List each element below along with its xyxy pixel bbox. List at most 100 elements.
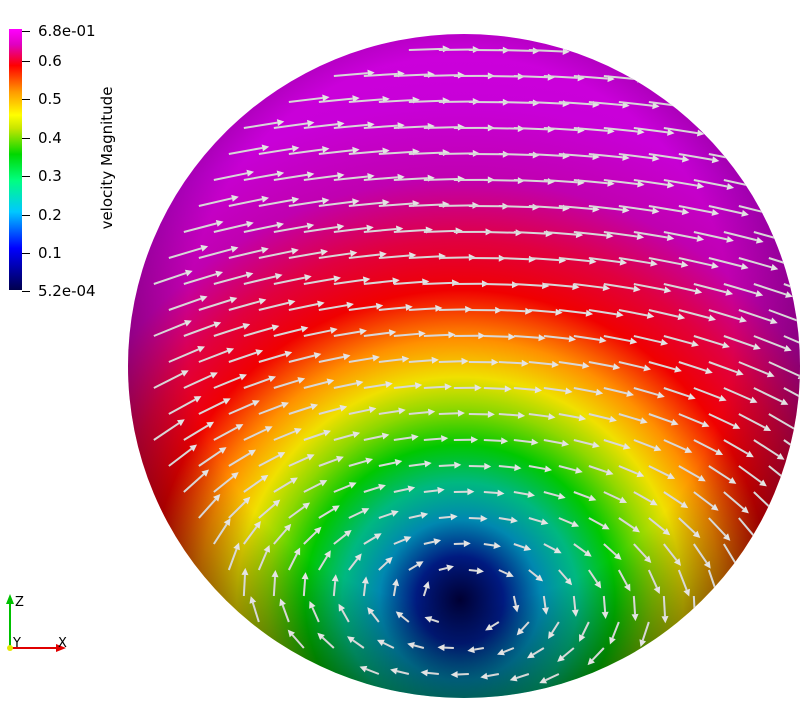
velocity-arrow-head: [336, 223, 345, 231]
velocity-arrow: [288, 148, 323, 155]
velocity-arrow-head: [540, 518, 549, 526]
velocity-arrow: [513, 543, 526, 549]
velocity-arrow: [408, 151, 443, 155]
velocity-arrow: [423, 229, 456, 233]
velocity-arrow-head: [253, 520, 261, 529]
velocity-arrow-head: [226, 347, 235, 355]
velocity-arrow: [348, 98, 383, 103]
velocity-arrow-head: [687, 393, 696, 400]
velocity-arrow-head: [681, 208, 690, 216]
velocity-arrow: [678, 153, 713, 161]
colorbar-tick: [22, 253, 30, 254]
velocity-arrow-head: [271, 570, 279, 578]
velocity-arrow-head: [359, 665, 368, 673]
velocity-arrow-head: [562, 47, 570, 55]
velocity-arrow-head: [797, 372, 800, 379]
velocity-arrow-head: [215, 270, 224, 278]
velocity-arrow-head: [594, 580, 602, 589]
velocity-arrow-head: [395, 611, 404, 619]
velocity-arrow-head: [471, 436, 479, 444]
velocity-arrow: [243, 526, 258, 545]
velocity-arrow: [228, 501, 247, 519]
velocity-arrow: [738, 413, 766, 429]
velocity-arrow-head: [696, 129, 705, 137]
velocity-arrow-head: [568, 335, 577, 343]
velocity-arrow-head: [565, 387, 573, 395]
velocity-arrow-head: [287, 299, 296, 307]
velocity-arrow: [273, 173, 308, 181]
velocity-arrow-head: [504, 385, 512, 393]
velocity-arrow: [693, 439, 718, 453]
velocity-arrow: [513, 179, 548, 183]
velocity-arrow-head: [585, 309, 594, 317]
velocity-arrow: [408, 359, 432, 363]
velocity-arrow-head: [287, 629, 295, 638]
velocity-arrow-head: [403, 536, 412, 543]
velocity-arrow-head: [359, 328, 367, 336]
velocity-arrow: [588, 309, 617, 316]
velocity-arrow: [618, 257, 651, 265]
velocity-arrow-head: [548, 631, 555, 639]
velocity-arrow-head: [454, 461, 462, 469]
velocity-arrow-head: [339, 404, 348, 412]
velocity-arrow: [242, 574, 246, 597]
velocity-arrow-head: [680, 501, 689, 509]
velocity-arrow-head: [291, 196, 300, 204]
velocity-arrow: [287, 553, 298, 571]
velocity-arrow: [738, 465, 762, 484]
velocity-arrow: [408, 203, 443, 207]
velocity-arrow-head: [326, 378, 335, 386]
velocity-arrow-head: [766, 370, 775, 378]
velocity-arrow-head: [420, 669, 428, 677]
velocity-arrow: [288, 199, 323, 207]
velocity-arrow: [228, 198, 263, 207]
velocity-arrow-head: [741, 209, 749, 217]
velocity-arrow-head: [349, 249, 358, 257]
velocity-arrow: [503, 647, 515, 653]
velocity-arrow: [427, 671, 439, 675]
velocity-arrow: [333, 72, 368, 77]
velocity-arrow: [258, 301, 289, 311]
velocity-arrow: [400, 614, 410, 623]
velocity-arrow-head: [526, 651, 535, 659]
velocity-arrow-head: [637, 75, 645, 83]
velocity-arrow: [588, 257, 621, 264]
velocity-arrow: [213, 426, 238, 441]
velocity-arrow-head: [313, 352, 322, 359]
velocity-arrow: [363, 536, 377, 545]
velocity-arrow: [603, 387, 628, 395]
velocity-arrow: [558, 465, 577, 472]
velocity-arrow-head: [666, 234, 675, 241]
velocity-arrow: [483, 543, 495, 547]
velocity-arrow: [483, 179, 518, 182]
colorbar-tick: [22, 31, 30, 32]
velocity-arrow-head: [375, 302, 384, 310]
velocity-arrow-head: [272, 499, 281, 507]
velocity-arrow-head: [279, 598, 286, 607]
velocity-arrow-head: [609, 415, 617, 423]
velocity-arrow-head: [711, 262, 719, 269]
x-axis-label: X: [58, 636, 67, 651]
velocity-arrow: [273, 379, 299, 389]
velocity-arrow-head: [527, 491, 535, 498]
velocity-arrow: [438, 412, 458, 415]
velocity-arrow-head: [246, 220, 254, 228]
velocity-arrow: [363, 176, 398, 181]
velocity-arrow: [423, 489, 438, 493]
velocity-arrow: [258, 199, 293, 207]
velocity-arrow: [288, 505, 306, 519]
velocity-arrow-head: [726, 235, 734, 243]
velocity-arrow: [558, 361, 583, 367]
velocity-arrow: [258, 404, 283, 415]
velocity-arrow: [528, 257, 560, 262]
velocity-arrow-head: [210, 372, 218, 379]
velocity-arrow-head: [343, 529, 352, 538]
velocity-arrow: [588, 101, 623, 107]
velocity-arrow: [438, 152, 473, 155]
velocity-arrow-head: [215, 219, 224, 227]
velocity-arrow: [378, 306, 406, 311]
velocity-arrow: [378, 358, 403, 363]
velocity-arrow-head: [467, 488, 475, 496]
velocity-arrow-head: [616, 310, 624, 318]
velocity-arrow-head: [683, 588, 690, 597]
